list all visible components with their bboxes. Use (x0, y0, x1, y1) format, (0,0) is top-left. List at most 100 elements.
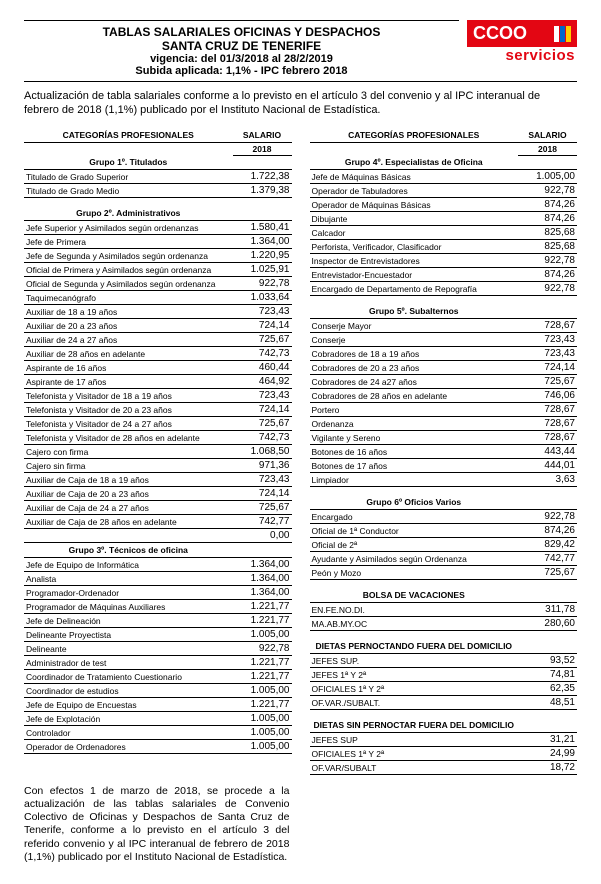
salary-columns: CATEGORÍAS PROFESIONALES SALARIO 2018 Gr… (24, 128, 577, 776)
salary-row-value: 1.221,77 (233, 698, 292, 712)
salary-row-value: 1.221,77 (233, 670, 292, 684)
salary-row-label: Titulado de Grado Medio (24, 184, 233, 198)
salary-row-label: Programador de Máquinas Auxiliares (24, 600, 233, 614)
salary-row-label: Analista (24, 572, 233, 586)
salary-row-label: Jefe Superior y Asimilados según ordenan… (24, 221, 233, 235)
salary-row-label: Vigilante y Sereno (310, 431, 519, 445)
salary-row-label: Jefe de Primera (24, 235, 233, 249)
col-header-year-r: 2018 (518, 142, 577, 155)
right-column: CATEGORÍAS PROFESIONALES SALARIO 2018 Gr… (310, 128, 578, 776)
group-heading: DIETAS SIN PERNOCTAR FUERA DEL DOMICILIO (310, 718, 519, 733)
salary-row-value: 1.364,00 (233, 572, 292, 586)
salary-row-value: 93,52 (518, 654, 577, 668)
salary-row-value: 922,78 (233, 642, 292, 656)
salary-row-label: Auxiliar de Caja de 24 a 27 años (24, 501, 233, 515)
salary-row-value: 874,26 (518, 268, 577, 282)
salary-row-value: 62,35 (518, 682, 577, 696)
salary-row-value: 725,67 (233, 417, 292, 431)
salary-row-value: 742,73 (233, 431, 292, 445)
header-line1: TABLAS SALARIALES OFICINAS Y DESPACHOS (24, 25, 459, 39)
col-header-cat: CATEGORÍAS PROFESIONALES (24, 128, 233, 143)
salary-row-value: 723,43 (233, 389, 292, 403)
salary-row-label: Jefe de Máquinas Básicas (310, 170, 519, 184)
salary-row-value: 922,78 (518, 254, 577, 268)
salary-row-value: 874,26 (518, 198, 577, 212)
salary-row-value: 829,42 (518, 538, 577, 552)
salary-row-label: OFICIALES 1ª Y 2ª (310, 747, 519, 761)
salary-row-value: 1.379,38 (233, 184, 292, 198)
salary-row-value: 280,60 (518, 617, 577, 631)
salary-row-label: Auxiliar de 28 años en adelante (24, 347, 233, 361)
salary-row-value: 1.005,00 (233, 628, 292, 642)
col-header-sal: SALARIO (233, 128, 292, 143)
salary-row-value: 742,77 (233, 515, 292, 529)
salary-row-value: 1.005,00 (233, 740, 292, 754)
salary-row-value: 48,51 (518, 696, 577, 710)
salary-row-value: 874,26 (518, 524, 577, 538)
salary-row-value: 922,78 (518, 282, 577, 296)
salary-row-value: 728,67 (518, 403, 577, 417)
logo-sub: servicios (467, 47, 577, 64)
header-line4: Subida aplicada: 1,1% - IPC febrero 2018 (24, 65, 459, 77)
salary-row-label: Telefonista y Visitador de 18 a 19 años (24, 389, 233, 403)
salary-row-label: Cajero con firma (24, 445, 233, 459)
salary-row-value: 1.364,00 (233, 586, 292, 600)
salary-row-label: Cajero sin firma (24, 459, 233, 473)
salary-row-value: 922,78 (518, 510, 577, 524)
salary-row-value: 311,78 (518, 603, 577, 617)
salary-row-label: Inspector de Entrevistadores (310, 254, 519, 268)
salary-row-label: Limpiador (310, 473, 519, 487)
group-heading: Grupo 5º. Subalternos (310, 304, 519, 319)
salary-row-label: Peón y Mozo (310, 566, 519, 580)
salary-row-label: JEFES SUP (310, 733, 519, 747)
salary-row-value: 3,63 (518, 473, 577, 487)
group-heading: BOLSA DE VACACIONES (310, 588, 519, 603)
salary-row-label: Operador de Ordenadores (24, 740, 233, 754)
salary-row-label: Botones de 16 años (310, 445, 519, 459)
group-heading: Grupo 6º Oficios Varios (310, 495, 519, 510)
salary-row-value: 825,68 (518, 240, 577, 254)
salary-row-label: Telefonista y Visitador de 28 años en ad… (24, 431, 233, 445)
salary-row-label: Encargado (310, 510, 519, 524)
stripe-1 (554, 26, 559, 42)
salary-row-value: 24,99 (518, 747, 577, 761)
salary-row-value: 725,67 (518, 566, 577, 580)
salary-row-value: 1.580,41 (233, 221, 292, 235)
salary-row-label: Auxiliar de Caja de 28 años en adelante (24, 515, 233, 529)
salary-row-label: Delineante Proyectista (24, 628, 233, 642)
salary-row-value: 724,14 (518, 361, 577, 375)
left-column: CATEGORÍAS PROFESIONALES SALARIO 2018 Gr… (24, 128, 292, 776)
salary-row-value: 723,43 (233, 473, 292, 487)
salary-row-value: 31,21 (518, 733, 577, 747)
salary-row-label: MA.AB.MY.OC (310, 617, 519, 631)
group-heading: Grupo 3º. Técnicos de oficina (24, 543, 233, 558)
salary-row-value: 1.364,00 (233, 558, 292, 572)
salary-row-label: Jefe de Explotación (24, 712, 233, 726)
salary-row-value: 464,92 (233, 375, 292, 389)
salary-row-label: Titulado de Grado Superior (24, 170, 233, 184)
salary-row-value: 728,67 (518, 431, 577, 445)
salary-row-label: Auxiliar de Caja de 18 a 19 años (24, 473, 233, 487)
salary-row-value: 443,44 (518, 445, 577, 459)
salary-row-label: Jefe de Delineación (24, 614, 233, 628)
col-header-sal-r: SALARIO (518, 128, 577, 143)
salary-row-label: Auxiliar de Caja de 20 a 23 años (24, 487, 233, 501)
header-title-block: TABLAS SALARIALES OFICINAS Y DESPACHOS S… (24, 20, 459, 77)
logo-top: CCOO (467, 20, 577, 47)
salary-row-label: Auxiliar de 18 a 19 años (24, 305, 233, 319)
salary-row-value: 1.220,95 (233, 249, 292, 263)
stripe-3 (566, 26, 571, 42)
salary-row-label: Encargado de Departamento de Repografía (310, 282, 519, 296)
salary-row-value: 971,36 (233, 459, 292, 473)
salary-row-value: 746,06 (518, 389, 577, 403)
salary-row-value: 724,14 (233, 487, 292, 501)
salary-row-value: 728,67 (518, 417, 577, 431)
group-heading: Grupo 2º. Administrativos (24, 206, 233, 221)
salary-row-label: Aspirante de 17 años (24, 375, 233, 389)
salary-row-label: Cobradores de 28 años en adelante (310, 389, 519, 403)
salary-row-value: 74,81 (518, 668, 577, 682)
salary-row-label: Coordinador de Tratamiento Cuestionario (24, 670, 233, 684)
salary-row-label: Operador de Máquinas Básicas (310, 198, 519, 212)
salary-row-value: 1.005,00 (233, 684, 292, 698)
right-table: CATEGORÍAS PROFESIONALES SALARIO 2018 Gr… (310, 128, 578, 776)
